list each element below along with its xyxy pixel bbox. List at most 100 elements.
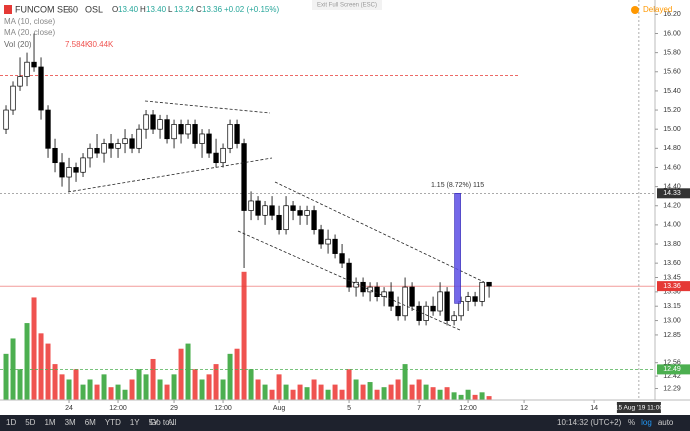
- volume-pane: [3, 271, 492, 400]
- y-tick-label: 15.60: [663, 69, 681, 76]
- volume-bar: [430, 387, 436, 400]
- y-tick-label: 12.42: [663, 373, 681, 380]
- volume-bar: [346, 369, 352, 400]
- candle-body: [325, 238, 331, 245]
- candle-body: [52, 147, 58, 164]
- y-tick-label: 13.30: [663, 289, 681, 296]
- candle-body: [31, 61, 37, 68]
- volume-bar: [297, 384, 303, 400]
- time-label-bg: [616, 402, 661, 413]
- candle-body: [374, 286, 380, 298]
- y-tick-label: 14.40: [663, 183, 681, 190]
- candle-body: [150, 114, 156, 130]
- x-tick-label: 12:00: [459, 405, 477, 412]
- candle-body: [227, 124, 233, 149]
- candle-body: [157, 119, 163, 130]
- range-button[interactable]: 6M: [85, 418, 96, 427]
- y-tick-label: 15.80: [663, 49, 681, 56]
- volume-bar: [423, 384, 429, 400]
- volume-bar: [178, 348, 184, 400]
- volume-bar: [45, 343, 51, 400]
- x-tick-label: Aug: [273, 405, 286, 412]
- candle-body: [346, 262, 352, 288]
- goto[interactable]: Go to...: [150, 418, 176, 427]
- y-tick-label: 12.85: [663, 332, 681, 339]
- volume-bar: [325, 389, 331, 400]
- volume-bar: [479, 392, 485, 400]
- candle-body: [87, 147, 93, 159]
- candle-body: [318, 229, 324, 245]
- volume-bar: [136, 369, 142, 400]
- range-button[interactable]: All: [167, 418, 176, 427]
- measure-box: [454, 193, 461, 304]
- y-tick-label: 13.15: [663, 303, 681, 310]
- volume-bar: [164, 384, 170, 400]
- volume-bar: [199, 379, 205, 400]
- x-tick-label: 5: [347, 405, 351, 412]
- study[interactable]: MA (10, close): [4, 17, 55, 26]
- range-button[interactable]: 1D: [6, 418, 16, 427]
- candle-body: [101, 143, 107, 154]
- scale-option[interactable]: log: [641, 418, 652, 427]
- fullscreen-text[interactable]: Exit Full Screen (ESC): [317, 3, 377, 9]
- study[interactable]: Vol (20): [4, 40, 32, 49]
- candle-body: [276, 214, 282, 231]
- range-button[interactable]: 1Y: [130, 418, 140, 427]
- volume-bar: [255, 379, 261, 400]
- candle-body: [234, 124, 240, 144]
- candle-body: [178, 124, 184, 135]
- candle-body: [297, 210, 303, 216]
- y-tick-label: 15.20: [663, 107, 681, 114]
- volume-bar: [66, 379, 72, 400]
- volume-bar: [437, 389, 443, 400]
- y-tick-label: 13.45: [663, 274, 681, 281]
- volume-value: 30.44K: [88, 40, 114, 49]
- candle-body: [185, 124, 191, 135]
- volume-bar: [395, 379, 401, 400]
- volume-bar: [122, 389, 128, 400]
- symbol-logo: [4, 5, 12, 14]
- candle-body: [94, 147, 100, 154]
- change: +0.02 (+0.15%): [224, 5, 279, 14]
- candle-body: [248, 200, 254, 211]
- price-label: 12.49: [663, 366, 681, 373]
- toolbar-items: 1D 5D 1M 3M 6M YTD 1Y 5Y All% log auto: [6, 418, 674, 427]
- range-button[interactable]: 5D: [25, 418, 35, 427]
- volume-bar: [444, 387, 450, 400]
- volume-bar: [73, 369, 79, 400]
- volume-bar: [108, 387, 114, 400]
- range-button[interactable]: 3M: [65, 418, 76, 427]
- ohlc-value: 13.40: [118, 5, 139, 14]
- range-button[interactable]: YTD: [105, 418, 121, 427]
- candles: [3, 33, 492, 326]
- candle-body: [115, 143, 121, 149]
- range-button[interactable]: 5Y: [149, 418, 159, 427]
- volume-bar: [374, 389, 380, 400]
- ohlc-key: H: [140, 5, 146, 14]
- volume-bar: [388, 384, 394, 400]
- candle-body: [171, 124, 177, 140]
- candle-body: [472, 296, 478, 302]
- study[interactable]: MA (20, close): [4, 28, 55, 37]
- volume-bar: [451, 392, 457, 400]
- price-label-bg: [657, 281, 690, 292]
- x-tick-label: 12:00: [109, 405, 127, 412]
- volume-bar: [3, 353, 9, 400]
- candle-body: [311, 210, 317, 231]
- volume-bar: [339, 389, 345, 400]
- candle-body: [164, 119, 170, 140]
- candle-body: [409, 286, 415, 307]
- candle-body: [262, 205, 268, 216]
- scale-option[interactable]: %: [628, 418, 635, 427]
- volume-value: 7.584K: [65, 40, 91, 49]
- candle-body: [73, 167, 79, 173]
- price-lines: [0, 0, 690, 400]
- volume-bar: [150, 358, 156, 400]
- scale-option[interactable]: auto: [658, 418, 674, 427]
- volume-bar: [157, 379, 163, 400]
- volume-bar: [24, 323, 30, 400]
- fullscreen-banner[interactable]: [312, 0, 382, 10]
- candle-body: [213, 152, 219, 164]
- range-button[interactable]: 1M: [44, 418, 55, 427]
- candle-body: [339, 253, 345, 264]
